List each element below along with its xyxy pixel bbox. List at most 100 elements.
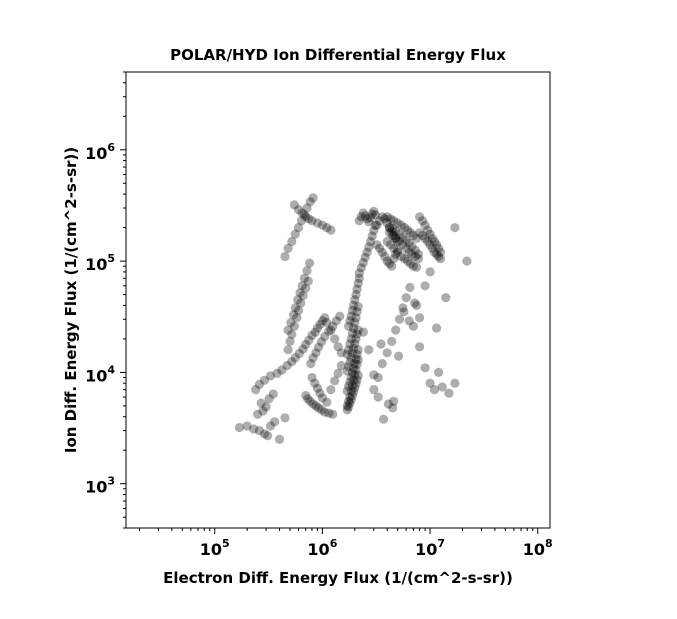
data-point <box>404 238 414 248</box>
data-point <box>346 334 356 344</box>
data-point <box>259 375 270 385</box>
data-point <box>313 342 324 352</box>
data-point <box>384 228 395 238</box>
data-point <box>347 348 357 358</box>
data-point <box>259 429 270 439</box>
data-point <box>320 331 330 342</box>
data-point <box>372 220 382 230</box>
data-point <box>415 212 425 222</box>
data-point <box>298 291 308 301</box>
data-point <box>346 386 356 396</box>
data-point <box>415 313 425 323</box>
data-point <box>254 426 264 436</box>
data-point <box>394 229 405 239</box>
data-point <box>404 316 414 326</box>
data-point <box>408 321 418 331</box>
data-point <box>434 251 444 262</box>
data-point <box>322 318 332 328</box>
data-point <box>286 318 296 328</box>
data-point <box>349 363 359 373</box>
data-point <box>351 334 361 344</box>
data-point <box>272 368 282 378</box>
data-point <box>384 259 395 269</box>
data-point <box>410 298 420 308</box>
data-point <box>394 314 405 324</box>
data-point <box>353 345 363 355</box>
data-point <box>317 393 327 403</box>
data-point <box>394 236 405 247</box>
data-point <box>369 226 379 236</box>
data-point <box>324 408 334 418</box>
data-point <box>290 303 300 313</box>
data-point <box>415 228 425 238</box>
data-point <box>365 236 376 247</box>
data-point <box>462 256 472 266</box>
data-point <box>335 311 345 321</box>
data-point <box>400 254 410 264</box>
plot-frame <box>125 71 551 529</box>
data-point <box>352 375 362 385</box>
data-point <box>401 235 411 245</box>
data-point <box>352 284 362 294</box>
data-point <box>345 357 355 367</box>
data-point <box>389 243 399 253</box>
data-point <box>292 313 302 323</box>
data-point <box>398 232 408 242</box>
data-point <box>256 398 266 408</box>
x-tick-label: 106 <box>307 537 337 559</box>
data-point <box>307 372 317 383</box>
data-point <box>351 365 361 375</box>
data-point <box>360 252 370 262</box>
data-point <box>310 327 320 337</box>
data-point <box>434 243 444 253</box>
data-point <box>364 345 374 355</box>
data-point <box>345 398 355 408</box>
data-point <box>423 236 433 247</box>
data-point <box>410 245 420 255</box>
data-point <box>377 359 387 369</box>
data-point <box>429 247 440 257</box>
data-point <box>367 231 377 241</box>
data-point <box>406 228 416 238</box>
data-point <box>413 249 423 259</box>
data-point <box>330 334 340 344</box>
data-point <box>420 363 430 373</box>
data-point <box>261 402 271 412</box>
data-point <box>412 300 422 310</box>
data-point <box>450 378 460 388</box>
data-point <box>336 348 346 358</box>
data-point <box>311 401 321 411</box>
data-point <box>317 220 327 230</box>
data-point <box>425 378 435 388</box>
data-point <box>362 214 372 224</box>
data-point <box>351 354 361 364</box>
data-point <box>349 300 359 310</box>
data-point <box>375 216 385 226</box>
data-point <box>303 394 313 404</box>
data-point <box>364 217 374 227</box>
data-point <box>316 337 326 347</box>
data-point <box>234 422 245 433</box>
data-point <box>347 305 357 316</box>
data-point <box>289 321 299 331</box>
data-point <box>351 313 361 323</box>
data-point <box>308 399 318 409</box>
data-point <box>282 361 292 371</box>
data-point <box>346 311 356 321</box>
data-point <box>408 230 418 241</box>
data-point <box>342 401 352 411</box>
data-point <box>347 381 357 391</box>
data-point <box>277 365 287 375</box>
data-point <box>274 434 285 444</box>
data-point <box>407 249 417 259</box>
data-point <box>429 236 440 247</box>
data-point <box>307 216 317 226</box>
data-point <box>320 407 330 417</box>
data-point <box>295 288 305 298</box>
data-point <box>382 256 392 266</box>
data-point <box>265 421 276 431</box>
data-point <box>289 310 299 320</box>
data-point <box>356 263 366 273</box>
data-point <box>365 213 376 223</box>
data-point <box>293 295 303 305</box>
